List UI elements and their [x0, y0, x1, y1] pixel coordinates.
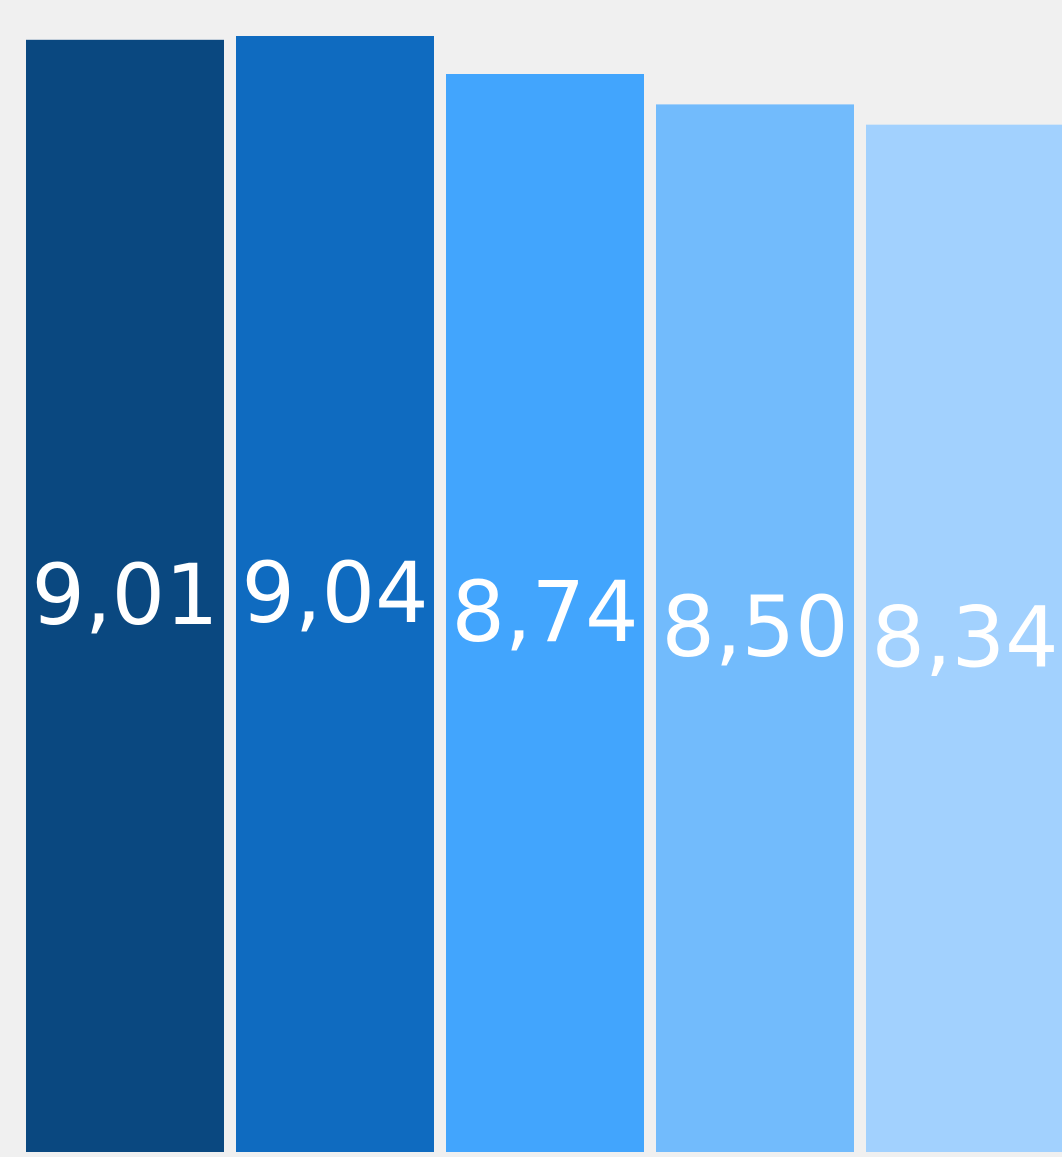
- bar-value-label-3: 8,74: [451, 563, 638, 661]
- bar-1: [26, 39, 224, 1153]
- bar-value-label-1: 9,01: [31, 546, 218, 644]
- bar-5: [866, 124, 1062, 1153]
- bar-4: [656, 104, 854, 1152]
- bar-value-label-2: 9,04: [241, 544, 428, 642]
- bar-3: [446, 74, 644, 1153]
- bar-value-label-5: 8,34: [871, 588, 1058, 686]
- bar-value-label-4: 8,50: [661, 578, 848, 676]
- bar-2: [236, 36, 434, 1152]
